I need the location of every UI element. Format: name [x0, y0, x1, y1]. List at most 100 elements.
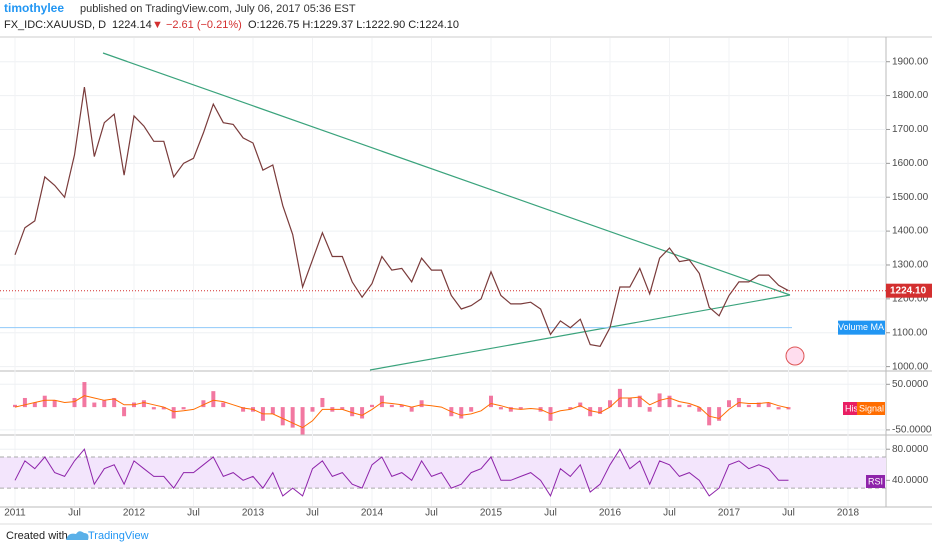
hist-bar — [211, 391, 216, 408]
hist-bar — [766, 402, 771, 408]
x-tick-label: Jul — [187, 508, 200, 519]
hist-bar — [627, 397, 632, 408]
hist-bar — [171, 407, 176, 419]
x-tick-label: Jul — [782, 508, 795, 519]
x-tick-label: 2013 — [242, 508, 265, 519]
y-tick-label: 50.0000 — [892, 379, 929, 390]
hist-bar — [22, 397, 27, 408]
hist-bar — [300, 407, 305, 435]
hist-bar — [578, 402, 583, 408]
hist-bar — [270, 407, 275, 414]
hist-bar — [181, 407, 186, 410]
rsi-line — [14, 448, 789, 498]
hist-bar — [786, 407, 791, 410]
x-tick-label: 2012 — [123, 508, 146, 519]
trendline — [369, 294, 791, 371]
hist-bar — [568, 407, 573, 410]
hist-bar — [161, 407, 166, 410]
ohlc: O:1226.75 H:1229.37 L:1222.90 C:1224.10 — [248, 19, 459, 31]
hist-bar — [32, 402, 37, 408]
hist-bar — [102, 400, 107, 408]
hist-bar — [727, 400, 731, 408]
hist-bar — [647, 407, 652, 412]
hist-bar — [508, 407, 513, 412]
x-tick-label: 2017 — [718, 508, 741, 519]
legend-hist — [843, 402, 857, 415]
hist-bar — [498, 407, 503, 410]
y-tick-label: 1600.00 — [892, 158, 929, 169]
y-tick-label: 1200.00 — [892, 293, 929, 304]
hist-bar — [469, 407, 474, 412]
price-line — [14, 87, 789, 347]
legend-rsi — [866, 475, 885, 488]
hist-bar — [717, 407, 722, 421]
logo — [66, 531, 89, 540]
y-tick-label: 1900.00 — [892, 56, 929, 67]
y-tick-label: 1000.00 — [892, 361, 929, 372]
y-tick-label: 1400.00 — [892, 226, 929, 237]
hist-bar — [141, 400, 146, 408]
hist-bar — [310, 407, 315, 412]
footer-created: Created with — [6, 530, 68, 542]
x-tick-label: Jul — [425, 508, 438, 519]
y-tick-label: 40.0000 — [892, 475, 929, 486]
change: ▼ −2.61 (−0.21%) — [152, 19, 242, 31]
x-tick-label: 2018 — [837, 508, 860, 519]
hist-bar — [92, 402, 97, 408]
hist-bar — [290, 407, 295, 428]
author[interactable]: timothylee — [4, 1, 64, 15]
hist-bar — [409, 407, 414, 412]
x-tick-label: Jul — [544, 508, 557, 519]
hist-bar — [459, 407, 464, 419]
hist-bar — [360, 407, 365, 419]
trendline — [102, 52, 791, 296]
hist-bar — [637, 395, 642, 408]
hist-bar — [82, 382, 87, 408]
hist-bar — [42, 395, 47, 408]
hist-bar — [489, 395, 493, 408]
symbol: FX_IDC:XAUUSD, D — [4, 19, 106, 31]
hist-bar — [112, 397, 117, 408]
last-price-tag — [886, 283, 932, 298]
hist-bar — [389, 404, 394, 408]
hist-bar — [379, 395, 384, 408]
footer-brand[interactable]: TradingView — [88, 530, 149, 542]
hist-bar — [350, 407, 355, 417]
y-tick-label: 1500.00 — [892, 192, 929, 203]
hist-bar — [280, 407, 285, 426]
hist-bar — [13, 404, 17, 408]
signal-line — [14, 395, 789, 429]
hist-bar — [518, 407, 523, 410]
price: 1224.14 — [112, 19, 152, 31]
hist-bar — [667, 395, 672, 408]
hist-bar — [370, 404, 374, 408]
hist-bar — [399, 404, 404, 408]
x-tick-label: Jul — [68, 508, 81, 519]
legend-rsi-label: RSI — [868, 476, 883, 486]
hist-bar — [340, 407, 345, 410]
event-icon[interactable] — [785, 346, 805, 366]
published: published on TradingView.com, July 06, 2… — [80, 3, 356, 15]
y-tick-label: 1300.00 — [892, 260, 929, 271]
hist-bar — [588, 407, 593, 417]
hist-bar — [320, 397, 325, 408]
legend-signal — [857, 402, 885, 415]
legend-hist-label: Hist — [845, 403, 861, 413]
hist-bar — [151, 407, 156, 410]
hist-bar — [72, 397, 77, 408]
hist-bar — [746, 404, 751, 408]
x-tick-label: 2015 — [480, 508, 503, 519]
x-tick-label: Jul — [663, 508, 676, 519]
volume-ma-tag — [838, 320, 885, 335]
y-tick-label: -50.0000 — [892, 425, 932, 436]
y-tick-label: 1800.00 — [892, 90, 929, 101]
hist-bar — [687, 404, 692, 408]
hist-bar — [776, 407, 781, 410]
hist-bar — [201, 400, 206, 408]
hist-bar — [756, 402, 761, 408]
hist-bar — [697, 407, 702, 412]
hist-bar — [598, 407, 603, 414]
last-price-label: 1224.10 — [890, 285, 927, 296]
hist-bar — [221, 402, 226, 408]
